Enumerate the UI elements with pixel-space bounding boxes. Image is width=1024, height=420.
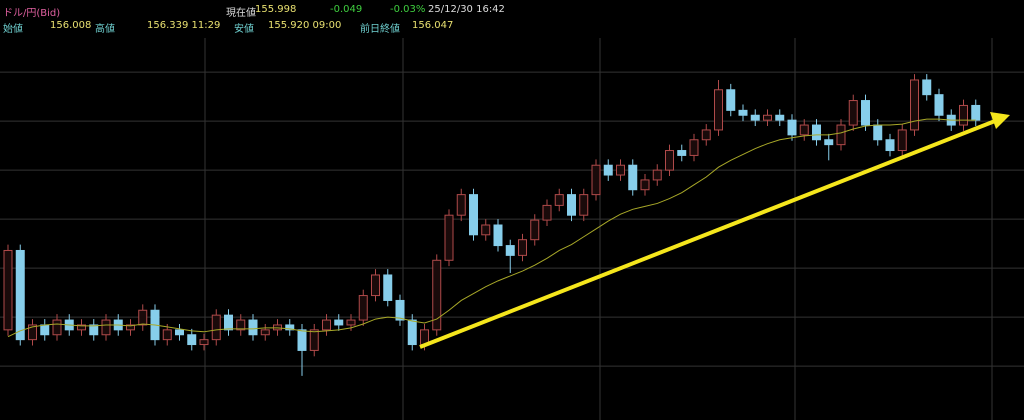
arrow-head xyxy=(990,112,1010,129)
label: 始値 xyxy=(3,24,23,35)
candle-body xyxy=(126,324,135,331)
candle-body xyxy=(456,194,466,216)
symbol: ドル/円(Bid) xyxy=(3,8,61,19)
value: 156.047 xyxy=(412,20,454,31)
value: -0.03% xyxy=(390,4,426,15)
candle-body xyxy=(199,339,209,346)
candle-body xyxy=(665,150,674,171)
candle-body xyxy=(787,119,797,136)
time-grid xyxy=(204,38,993,420)
candle-body xyxy=(77,324,86,331)
candle-body xyxy=(714,89,723,131)
candle-body xyxy=(824,139,834,146)
value: -0.049 xyxy=(330,4,363,15)
candle-body xyxy=(689,139,699,156)
candle-body xyxy=(652,169,662,181)
moving-average xyxy=(7,118,976,338)
candle-body xyxy=(346,319,356,326)
candle-body xyxy=(812,124,821,141)
candle-body xyxy=(959,104,968,126)
candle-body xyxy=(628,164,638,191)
label: 安値 xyxy=(234,24,254,35)
candle-body xyxy=(138,309,148,326)
candle-body xyxy=(726,89,736,111)
candle-body xyxy=(3,249,13,331)
trend-arrow xyxy=(419,112,1010,349)
candle-body xyxy=(861,100,870,126)
candle-body xyxy=(40,324,50,336)
candle-body xyxy=(248,319,258,336)
candle-body xyxy=(763,114,772,121)
candle-body xyxy=(738,109,748,116)
candle-body xyxy=(799,124,809,136)
candle-body xyxy=(383,274,393,301)
candle-body xyxy=(260,329,270,336)
candle-body xyxy=(358,295,368,321)
candle-body xyxy=(444,214,454,261)
candle-body xyxy=(701,129,711,141)
candle-body xyxy=(640,179,650,191)
candle-body xyxy=(493,224,503,247)
candle-body xyxy=(187,334,197,346)
candle-body xyxy=(505,245,515,256)
candle-body xyxy=(469,194,478,236)
candle-body xyxy=(567,194,576,216)
candle-body xyxy=(236,319,246,331)
candle-body xyxy=(211,314,221,341)
candle-body xyxy=(309,329,319,351)
label: 前日終値 xyxy=(360,24,400,35)
candle-body xyxy=(885,139,895,152)
candle-body xyxy=(162,329,172,341)
candle-body xyxy=(591,164,601,196)
datetime: 25/12/30 16:42 xyxy=(428,4,505,15)
value: 156.339 11:29 xyxy=(147,20,221,31)
candle-body xyxy=(848,100,858,126)
candle-body xyxy=(836,124,846,146)
value: 155.920 09:00 xyxy=(268,20,342,31)
value: 155.998 xyxy=(255,4,297,15)
candle-body xyxy=(28,324,37,341)
candle-body xyxy=(101,319,111,336)
candle-body xyxy=(530,219,540,241)
candle-body xyxy=(910,79,919,131)
label: 現在値 xyxy=(226,8,256,19)
candle-body xyxy=(554,194,564,206)
candle-body xyxy=(334,319,344,326)
candle-body xyxy=(542,204,552,221)
candle-body xyxy=(750,114,760,121)
candle-body xyxy=(15,249,25,341)
candle-body xyxy=(873,124,883,141)
candle-body xyxy=(395,299,405,321)
candle-body xyxy=(481,224,491,236)
candle-body xyxy=(297,329,307,351)
candle-body xyxy=(897,129,907,152)
candle-body xyxy=(432,259,442,331)
candle-body xyxy=(922,79,932,96)
candle-body xyxy=(52,319,62,336)
candle-body xyxy=(224,314,233,331)
candle-body xyxy=(616,164,625,176)
candle-body xyxy=(677,150,687,156)
candle-body xyxy=(89,324,99,336)
quote-header: ドル/円(Bid) 現在値 155.998 -0.049 -0.03% 25/1… xyxy=(0,0,1024,36)
candle-body xyxy=(175,329,184,336)
label: 高値 xyxy=(95,24,115,35)
candle-body xyxy=(407,319,417,346)
candle-body xyxy=(371,274,380,297)
candle-body xyxy=(971,104,981,121)
value: 156.008 xyxy=(50,20,92,31)
candle-body xyxy=(285,324,295,331)
arrow-shaft xyxy=(419,119,996,349)
candle-body xyxy=(775,114,785,121)
candle-body xyxy=(322,319,331,331)
candle-body xyxy=(603,164,613,176)
candle-body xyxy=(579,194,589,216)
candle-body xyxy=(518,239,527,256)
candle-body xyxy=(934,94,944,116)
